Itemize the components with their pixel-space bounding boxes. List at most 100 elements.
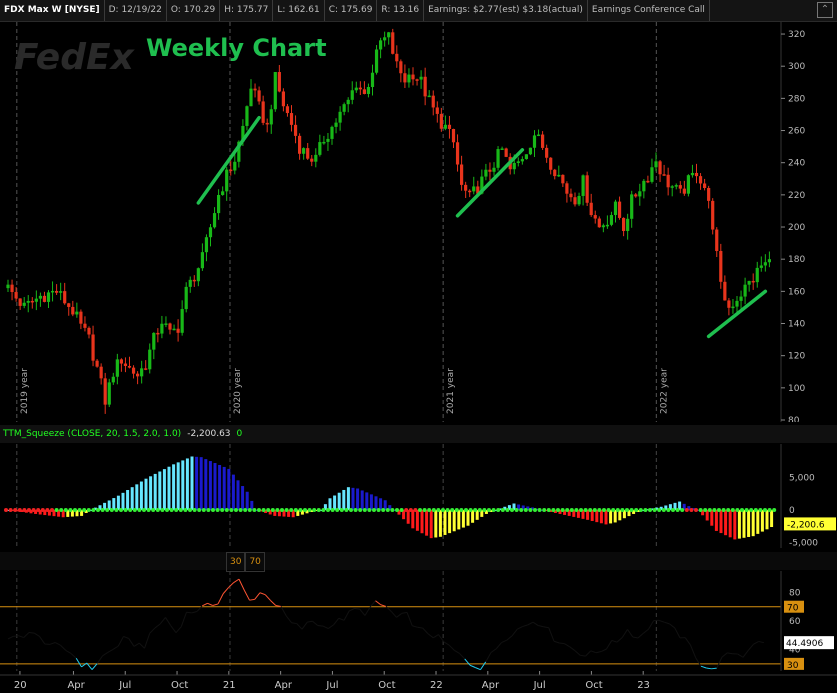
candle-body bbox=[217, 194, 221, 214]
squeeze-bar bbox=[241, 486, 245, 511]
squeeze-dot bbox=[91, 508, 96, 513]
candle-body bbox=[395, 53, 399, 62]
candle-body bbox=[370, 72, 375, 88]
squeeze-bar bbox=[696, 510, 700, 512]
symbol-label[interactable]: FDX Max W [NYSE] bbox=[0, 0, 105, 21]
price-tick-label: 200 bbox=[788, 223, 805, 233]
squeeze-dot bbox=[335, 508, 340, 513]
squeeze-value: -2,200.63 bbox=[187, 429, 231, 439]
squeeze-dot bbox=[50, 508, 54, 513]
candle-body bbox=[200, 252, 204, 269]
squeeze-chart[interactable]: -5,000 0 5,000 -2,200.6 bbox=[0, 444, 837, 548]
squeeze-bar bbox=[374, 496, 378, 511]
candle-body bbox=[536, 134, 541, 137]
candle-body bbox=[115, 359, 119, 377]
squeeze-bar bbox=[425, 510, 429, 536]
rsi-line-segment bbox=[695, 657, 702, 667]
price-tick-label: 320 bbox=[788, 30, 805, 40]
squeeze-bar bbox=[20, 510, 24, 512]
rsi-tick-label: 40 bbox=[789, 646, 801, 656]
price-tick-label: 120 bbox=[788, 352, 805, 362]
squeeze-bar bbox=[333, 495, 337, 511]
rsi-line-segment bbox=[333, 617, 340, 626]
rsi-line-segment bbox=[538, 625, 544, 628]
squeeze-dot bbox=[551, 508, 556, 513]
squeeze-dot bbox=[477, 508, 482, 513]
squeeze-dot bbox=[119, 508, 123, 513]
squeeze-bar bbox=[369, 494, 373, 511]
squeeze-bar bbox=[130, 487, 134, 511]
candle-body bbox=[156, 332, 160, 335]
candle-body bbox=[698, 176, 703, 184]
squeeze-bar bbox=[645, 509, 649, 511]
candle-body bbox=[719, 251, 723, 282]
rsi-line-segment bbox=[165, 617, 172, 626]
squeeze-bar bbox=[434, 510, 438, 538]
rsi-line-segment bbox=[443, 641, 450, 646]
candle-body bbox=[293, 124, 298, 136]
squeeze-dot bbox=[330, 508, 335, 513]
squeeze-dot bbox=[583, 508, 588, 513]
squeeze-dot bbox=[592, 508, 597, 513]
squeeze-bar bbox=[356, 488, 360, 511]
squeeze-dot bbox=[441, 508, 445, 513]
squeeze-dot bbox=[422, 508, 427, 513]
squeeze-bar bbox=[397, 510, 401, 515]
rsi-line-segment bbox=[354, 608, 360, 610]
rsi-line-segment bbox=[501, 639, 507, 643]
squeeze-dot bbox=[45, 508, 50, 513]
candle-body bbox=[334, 122, 338, 127]
squeeze-dot bbox=[326, 508, 330, 513]
candle-body bbox=[111, 376, 115, 383]
squeeze-bar bbox=[116, 495, 120, 511]
rsi-chart[interactable]: 40 60 80 70 30 44.4906 20 Apr Jul Oct 21 Apr Jul Oct 2… bbox=[0, 571, 837, 693]
squeeze-bar bbox=[461, 510, 465, 528]
squeeze-bar bbox=[208, 461, 212, 511]
rsi-line-segment bbox=[495, 642, 502, 650]
rsi-line-segment bbox=[574, 650, 581, 656]
squeeze-bar bbox=[176, 462, 180, 511]
rsi-line-segment bbox=[301, 621, 308, 630]
candle-body bbox=[6, 284, 10, 289]
rsi-line-segment bbox=[327, 624, 334, 629]
squeeze-bar bbox=[632, 510, 636, 514]
rsi-line-segment bbox=[700, 665, 707, 669]
candle-body bbox=[759, 265, 763, 268]
squeeze-label[interactable]: TTM_Squeeze (CLOSE, 20, 1.5, 2.0, 1.0) bbox=[3, 429, 182, 439]
squeeze-dot bbox=[712, 508, 717, 513]
rsi-line-segment bbox=[453, 649, 460, 654]
candle-body bbox=[435, 107, 439, 114]
candle-body bbox=[176, 328, 180, 333]
squeeze-dot bbox=[385, 508, 390, 513]
rsi-line-segment bbox=[217, 593, 224, 605]
squeeze-alert: 0 bbox=[236, 429, 243, 439]
fedex-watermark: FedEx bbox=[14, 37, 136, 78]
squeeze-dot bbox=[579, 508, 583, 513]
rsi-line-segment bbox=[191, 610, 198, 614]
squeeze-bar bbox=[112, 498, 116, 511]
candle-body bbox=[362, 89, 366, 94]
squeeze-bar bbox=[11, 510, 15, 512]
candle-body bbox=[686, 175, 690, 194]
candle-body bbox=[532, 135, 537, 148]
candle-body bbox=[617, 201, 622, 218]
squeeze-bar bbox=[107, 500, 111, 511]
collapse-icon[interactable]: ⌃ bbox=[817, 2, 833, 18]
candle-body bbox=[609, 215, 614, 225]
squeeze-bar bbox=[43, 510, 47, 516]
candle-body bbox=[565, 183, 569, 194]
rsi-line-segment bbox=[259, 592, 266, 596]
squeeze-dot bbox=[482, 508, 487, 513]
rsi-line-segment bbox=[28, 631, 35, 634]
rsi-line-segment bbox=[621, 629, 628, 638]
squeeze-dot bbox=[307, 508, 312, 513]
squeeze-dot bbox=[514, 508, 519, 513]
price-chart[interactable]: 2019 year 2020 year 2021 year 2022 year FedE… bbox=[0, 22, 837, 422]
squeeze-bar bbox=[484, 510, 488, 514]
candle-body bbox=[731, 306, 735, 309]
squeeze-dot bbox=[767, 508, 772, 513]
rsi-line-segment bbox=[138, 642, 145, 649]
squeeze-dot bbox=[100, 508, 105, 513]
rsi-line-segment bbox=[669, 623, 676, 629]
squeeze-bar bbox=[728, 510, 732, 538]
